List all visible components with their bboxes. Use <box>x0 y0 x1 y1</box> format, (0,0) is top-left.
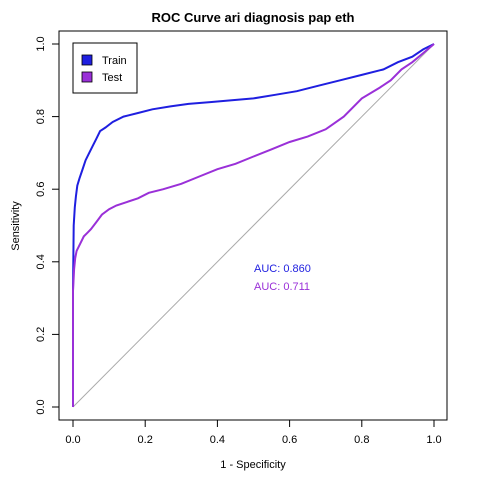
diagonal-reference-line <box>72 43 435 408</box>
legend-swatch-train <box>81 54 93 66</box>
train-roc-line <box>72 43 435 407</box>
x-tick-label: 0.8 <box>354 434 369 446</box>
y-tick-label: 0.8 <box>35 109 47 124</box>
y-axis-title: Sensitivity <box>10 201 22 251</box>
y-tick-label: 0.2 <box>35 327 47 342</box>
x-tick-label: 0.6 <box>282 434 297 446</box>
x-tick-label: 0.0 <box>65 434 80 446</box>
auc-label-train: AUC: 0.860 <box>254 263 311 275</box>
test-roc-line <box>72 43 435 407</box>
y-tick-label: 0.0 <box>35 399 47 414</box>
x-axis-title: 1 - Specificity <box>220 459 286 471</box>
x-tick-label: 0.4 <box>210 434 225 446</box>
x-tick-label: 1.0 <box>426 434 441 446</box>
y-tick-label: 0.4 <box>35 254 47 269</box>
y-tick-label: 1.0 <box>35 36 47 51</box>
x-axis: 0.0 0.2 0.4 0.6 0.8 1.0 <box>65 419 442 446</box>
y-tick-label: 0.6 <box>35 182 47 197</box>
legend-label-train: Train <box>102 55 127 67</box>
legend: Train Test <box>72 42 138 94</box>
x-tick-label: 0.2 <box>138 434 153 446</box>
chart-title: ROC Curve ari diagnosis pap eth <box>152 10 355 25</box>
legend-box <box>72 42 138 94</box>
legend-swatch-test <box>81 71 93 83</box>
auc-label-test: AUC: 0.711 <box>254 281 310 293</box>
y-axis: 0.0 0.2 0.4 0.6 0.8 1.0 <box>35 36 60 415</box>
legend-label-test: Test <box>102 72 122 84</box>
